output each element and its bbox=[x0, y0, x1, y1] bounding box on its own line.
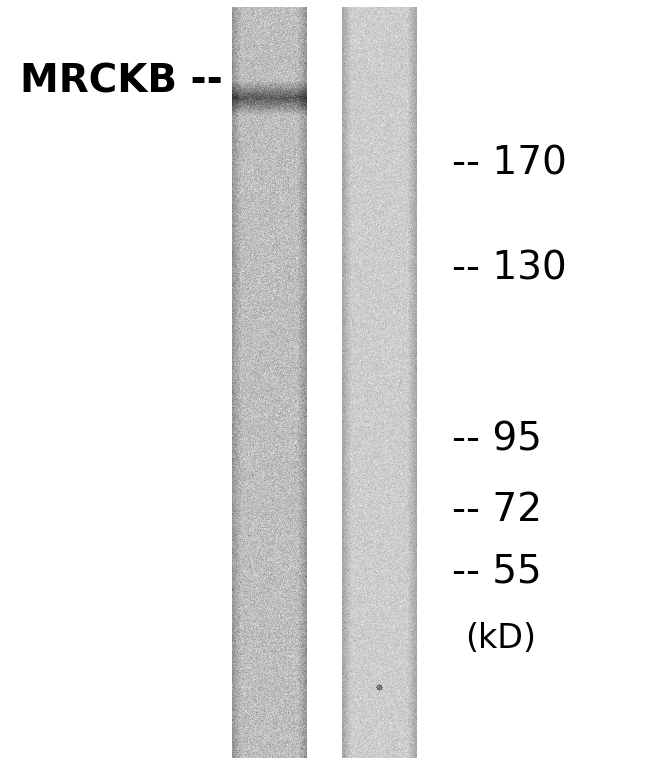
Text: -- 55: -- 55 bbox=[452, 553, 541, 591]
Text: -- 72: -- 72 bbox=[452, 491, 541, 528]
Text: (kD): (kD) bbox=[465, 622, 536, 655]
Text: -- 130: -- 130 bbox=[452, 250, 567, 287]
Text: MRCKB --: MRCKB -- bbox=[20, 63, 222, 100]
Text: -- 170: -- 170 bbox=[452, 145, 567, 182]
Text: -- 95: -- 95 bbox=[452, 421, 541, 458]
